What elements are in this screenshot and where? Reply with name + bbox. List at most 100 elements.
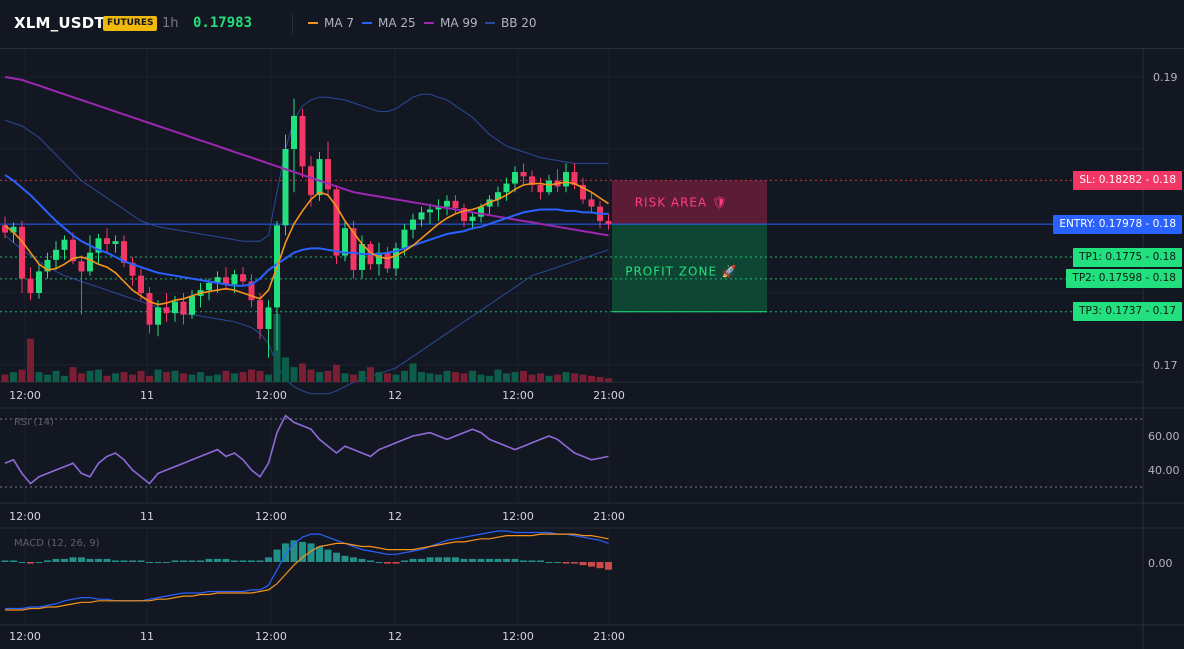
volume-bar (520, 370, 527, 382)
volume-bar (452, 372, 459, 382)
macd-histogram-bar (520, 560, 527, 562)
ma25-swatch (362, 22, 372, 24)
macd-histogram-bar (469, 558, 476, 562)
rsi-tick-label: 60.00 (1148, 430, 1180, 443)
macd-histogram-bar (596, 562, 604, 569)
macd-histogram-bar (426, 557, 434, 562)
macd-histogram-bar (401, 560, 408, 562)
macd-histogram-bar (460, 558, 468, 562)
volume-bar (435, 374, 442, 382)
volume-bar (10, 372, 17, 382)
macd-histogram-bar (562, 562, 570, 564)
futures-badge: FUTURES (103, 16, 158, 31)
legend-bb20[interactable]: BB 20 (485, 16, 537, 30)
time-tick-label: 12:00 (255, 510, 287, 523)
macd-histogram-bar (528, 560, 536, 562)
candle-body (265, 307, 272, 329)
macd-histogram-bar (27, 562, 34, 564)
ma99-swatch (424, 22, 434, 24)
volume-bar (231, 373, 238, 382)
candle-body (36, 271, 42, 293)
volume-bar (588, 375, 595, 382)
macd-histogram-bar (486, 558, 493, 562)
time-tick-label: 12:00 (502, 389, 534, 402)
time-tick-label: 11 (140, 630, 154, 643)
candle-body (2, 225, 8, 233)
macd-histogram-bar (256, 560, 264, 562)
macd-histogram-bar (197, 560, 204, 562)
macd-histogram-bar (299, 541, 306, 562)
rsi-tick-label: 40.00 (1148, 464, 1180, 477)
candle-body (257, 300, 263, 329)
volume-bar (477, 374, 485, 382)
time-tick-label: 12 (388, 389, 402, 402)
candle-body (44, 259, 51, 272)
volume-bar (460, 373, 468, 382)
macd-histogram-bar (231, 560, 238, 562)
macd-histogram-bar (129, 560, 136, 562)
macd-histogram-bar (503, 558, 510, 562)
candle-body (350, 228, 357, 270)
candle-body (325, 159, 331, 190)
macd-histogram-bar (61, 558, 68, 562)
candle-body (87, 252, 93, 272)
timeframe-label[interactable]: 1h (162, 16, 179, 31)
volume-bar (511, 372, 519, 382)
candle-body (223, 277, 229, 285)
macd-signal-line (5, 533, 609, 611)
volume-bar (129, 374, 136, 382)
profit-zone (612, 224, 767, 312)
candle-body (435, 206, 442, 210)
candle-body (10, 226, 17, 233)
volume-bar (86, 370, 94, 382)
volume-bar (282, 357, 289, 382)
risk-area-label: RISK AREA 🛡 (635, 195, 729, 209)
legend-ma7[interactable]: MA 7 (308, 16, 354, 30)
ma25-line (4, 174, 609, 287)
macd-histogram-bar (35, 562, 43, 563)
tp1-level-label: TP1: 0.1775 - 0.18 (1073, 247, 1182, 267)
candle-body (401, 229, 408, 249)
legend-label: MA 99 (440, 16, 478, 30)
macd-histogram-bar (494, 558, 502, 562)
macd-title: MACD (12, 26, 9) (14, 538, 100, 549)
candle-body (231, 274, 238, 285)
grid-lines (0, 48, 1184, 649)
macd-histogram-bar (452, 557, 459, 562)
macd-histogram-bar (554, 562, 561, 563)
candle-body (376, 252, 382, 265)
candle-body (214, 277, 221, 283)
candle-body (27, 278, 34, 293)
volume-bar (486, 375, 493, 382)
legend-ma25[interactable]: MA 25 (362, 16, 416, 30)
volume-bar (52, 370, 60, 382)
candle-body (308, 166, 314, 196)
candle-body (138, 275, 144, 293)
volume-bar (171, 370, 179, 382)
macd-line (5, 530, 609, 610)
candle-body (495, 192, 501, 200)
candle-body (129, 262, 136, 276)
macd-histogram-bar (307, 543, 315, 562)
candle-body (588, 199, 595, 207)
time-tick-label: 12:00 (255, 630, 287, 643)
macd-histogram-bar (205, 558, 213, 562)
volume-bar (426, 373, 434, 382)
legend-ma99[interactable]: MA 99 (424, 16, 478, 30)
macd-histogram-bar (333, 552, 340, 562)
volume-bar (537, 373, 544, 382)
volume-bar (188, 374, 196, 382)
volume-bar (307, 369, 315, 382)
volume-bar (146, 375, 153, 382)
volume-bar (316, 372, 323, 382)
macd-histogram-bar (418, 558, 425, 562)
candle-body (189, 295, 195, 315)
candle-body (478, 206, 484, 217)
macd-histogram-bar (392, 562, 400, 564)
symbol-name[interactable]: XLM_USDT (14, 14, 105, 32)
last-price: 0.17983 (193, 15, 253, 31)
macd-histogram-bar (78, 557, 85, 562)
volume-bar (61, 375, 68, 382)
macd-histogram-bar (384, 562, 391, 564)
